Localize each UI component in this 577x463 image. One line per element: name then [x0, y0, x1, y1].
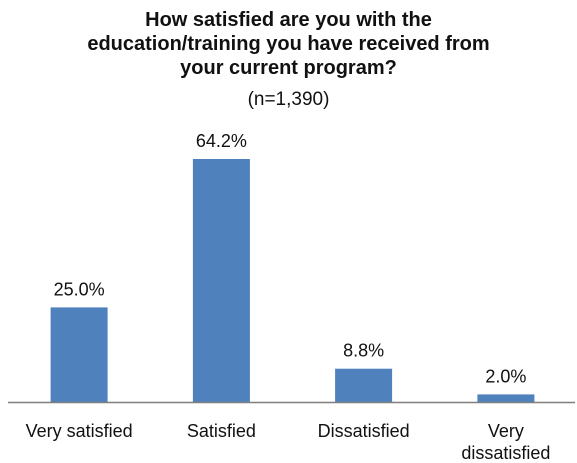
category-labels-layer: Very satisfied Satisfied Dissatisfied Very d…	[26, 421, 551, 463]
chart-subtitle: (n=1,390)	[247, 89, 330, 110]
data-label-dissatisfied: 8.8%	[343, 341, 384, 361]
bar-satisfied	[192, 159, 250, 402]
chart-title-line-2: education/training you have received fro…	[87, 33, 490, 55]
category-label-satisfied: Satisfied	[187, 421, 256, 441]
category-label-line: Very	[488, 421, 524, 441]
bar-dissatisfied	[335, 368, 393, 402]
data-label-satisfied: 64.2%	[196, 131, 247, 151]
value-labels-layer: 25.0% 64.2% 8.8% 2.0%	[54, 131, 527, 386]
category-label-line: Satisfied	[187, 421, 256, 441]
data-label-very-satisfied: 25.0%	[54, 279, 105, 299]
category-label-dissatisfied: Dissatisfied	[318, 421, 410, 441]
bars-layer	[50, 159, 535, 402]
category-label-line: Dissatisfied	[318, 421, 410, 441]
chart-title-line-1: How satisfied are you with the	[145, 9, 432, 31]
category-label-very-dissatisfied: Very dissatisfied	[461, 421, 550, 463]
chart-title: How satisfied are you with the education…	[0, 8, 577, 80]
data-label-very-dissatisfied: 2.0%	[485, 366, 526, 386]
bar-very-dissatisfied	[477, 394, 535, 402]
category-label-very-satisfied: Very satisfied	[26, 421, 133, 441]
bar-very-satisfied	[50, 307, 108, 402]
chart-title-line-3: your current program?	[180, 57, 397, 79]
category-label-line: Very satisfied	[26, 421, 133, 441]
category-label-line: dissatisfied	[461, 443, 550, 463]
